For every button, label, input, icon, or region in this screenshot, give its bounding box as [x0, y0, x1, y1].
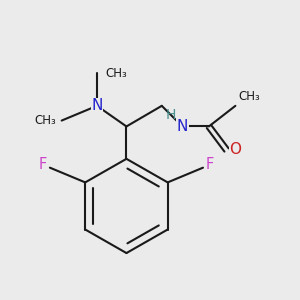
Text: F: F	[39, 157, 47, 172]
Text: CH₃: CH₃	[238, 90, 260, 103]
Text: F: F	[206, 157, 214, 172]
Text: O: O	[230, 142, 242, 158]
Text: H: H	[165, 108, 176, 122]
Text: CH₃: CH₃	[106, 67, 128, 80]
Text: N: N	[177, 119, 188, 134]
Text: CH₃: CH₃	[34, 114, 56, 127]
Text: N: N	[91, 98, 103, 113]
